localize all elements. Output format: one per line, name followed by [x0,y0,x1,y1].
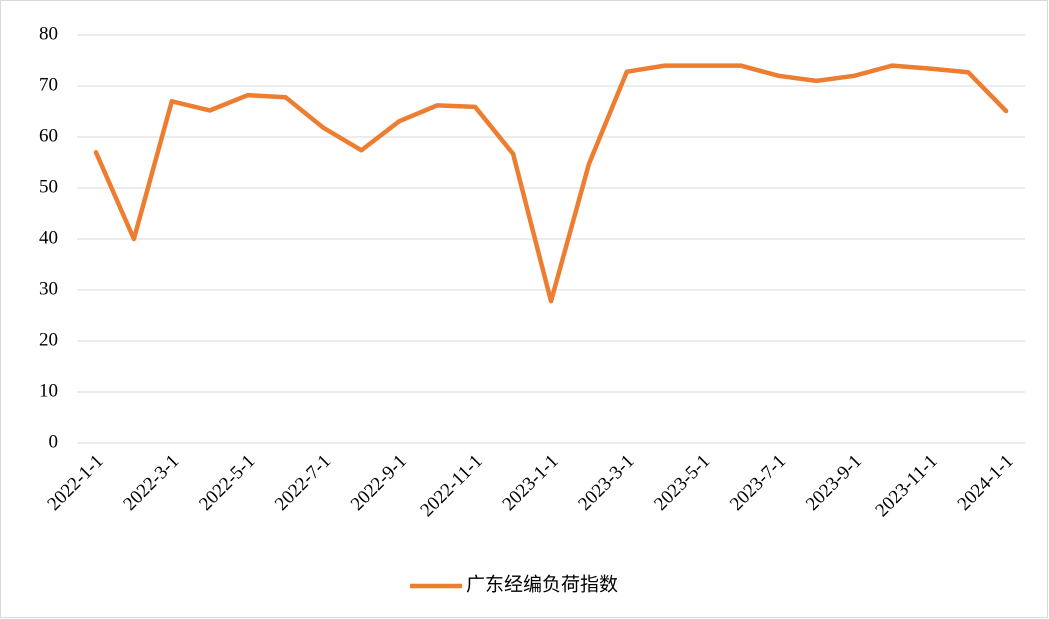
y-tick-label: 80 [39,23,58,44]
y-tick-label: 10 [39,380,58,401]
y-tick-label: 70 [39,74,58,95]
legend-label: 广东经编负荷指数 [466,573,618,595]
y-tick-label: 40 [39,227,58,248]
y-tick-label: 30 [39,278,58,299]
y-tick-label: 50 [39,176,58,197]
y-tick-label: 60 [39,125,58,146]
data-line [93,63,1009,304]
y-tick-label: 20 [39,329,58,350]
y-tick-label: 0 [49,431,59,452]
